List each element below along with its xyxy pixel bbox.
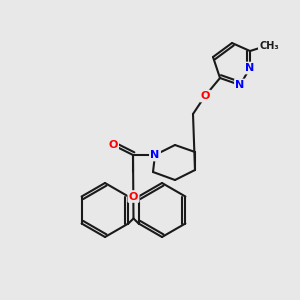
Text: N: N xyxy=(236,80,244,90)
Text: N: N xyxy=(245,63,255,73)
Text: O: O xyxy=(129,191,138,202)
Text: O: O xyxy=(108,140,118,150)
Text: N: N xyxy=(150,150,160,160)
Text: CH₃: CH₃ xyxy=(259,41,279,51)
Text: O: O xyxy=(200,91,210,101)
